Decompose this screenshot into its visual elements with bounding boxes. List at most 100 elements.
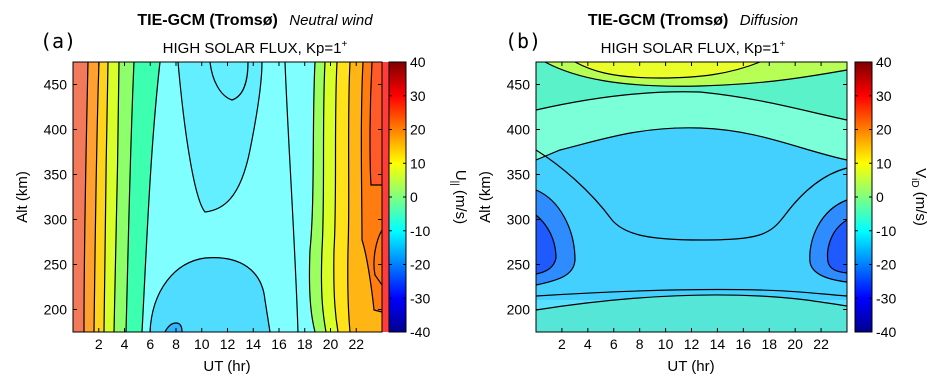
x-tick-label: 6 — [146, 336, 154, 352]
contour-fill — [536, 294, 847, 332]
colorbar-tick-label: -10 — [876, 223, 896, 239]
contour-fill — [827, 220, 847, 273]
panel-b-colorbar-ticks: -40 -30 -20 -10 0 10 20 30 40 — [855, 54, 896, 340]
contour-fill — [114, 62, 134, 332]
panel-b-title-main: TIE-GCM (Tromsø) — [588, 12, 728, 29]
colorbar-tick-label: 10 — [410, 155, 426, 171]
x-tick-label: 10 — [658, 336, 674, 352]
panel-b-letter: (b) — [505, 29, 541, 53]
x-tick-label: 2 — [558, 336, 566, 352]
colorbar-tick-label: 40 — [876, 54, 892, 70]
y-tick-label: 300 — [44, 212, 68, 228]
x-tick-label: 2 — [95, 336, 103, 352]
colorbar-tick-label: 20 — [876, 122, 892, 138]
x-tick-label: 22 — [348, 336, 364, 352]
panel-a-x-ticks: 2 4 6 8 10 12 14 16 18 20 22 — [95, 62, 364, 352]
y-tick-label: 200 — [44, 302, 68, 318]
x-tick-label: 4 — [121, 336, 129, 352]
x-tick-label: 16 — [271, 336, 287, 352]
x-tick-label: 4 — [584, 336, 592, 352]
x-tick-label: 10 — [194, 336, 210, 352]
panel-a-contours — [73, 61, 395, 333]
x-tick-label: 18 — [297, 336, 313, 352]
panel-a-ylabel: Alt (km) — [14, 171, 31, 223]
panel-b-title: TIE-GCM (Tromsø) Diffusion — [588, 12, 798, 29]
panel-b-colorbar-label-sub: iD — [909, 178, 920, 187]
y-tick-label: 350 — [507, 167, 531, 183]
colorbar-tick-label: 10 — [876, 155, 892, 171]
contour-line — [535, 288, 848, 297]
contour-line — [93, 61, 100, 333]
panel-b-subtitle-main: HIGH SOLAR FLUX, Kp=1 — [601, 40, 780, 57]
colorbar-tick-label: 40 — [410, 54, 426, 70]
colorbar-tick-label: 30 — [876, 88, 892, 104]
panel-b-colorbar-label: ViD (m/s) — [909, 168, 929, 226]
panel-b-contours — [535, 61, 848, 332]
colorbar-tick-label: 0 — [876, 189, 884, 205]
colorbar-tick-label: 0 — [410, 189, 418, 205]
x-tick-label: 20 — [787, 336, 803, 352]
contour-line — [809, 199, 848, 283]
x-tick-label: 22 — [813, 336, 829, 352]
y-tick-label: 250 — [507, 257, 531, 273]
contour-line — [125, 61, 135, 333]
contour-line — [209, 61, 249, 101]
panel-a-title-suffix: Neutral wind — [289, 12, 373, 29]
contour-line — [284, 61, 299, 333]
x-tick-label: 14 — [245, 336, 261, 352]
colorbar-tick-label: -20 — [876, 257, 896, 273]
y-tick-label: 300 — [507, 212, 531, 228]
panel-a: (a) TIE-GCM (Tromsø) Neutral wind HIGH S… — [14, 12, 469, 375]
panel-a-colorbar-label: U|| (m/s) — [449, 170, 469, 224]
panel-a-subtitle: HIGH SOLAR FLUX, Kp=1+ — [163, 39, 348, 57]
colorbar-tick-label: -40 — [876, 324, 896, 340]
colorbar-tick-label: 20 — [410, 122, 426, 138]
contour-fill — [536, 91, 847, 160]
contour-fill — [126, 62, 160, 332]
contour-line — [308, 61, 316, 333]
contour-fill — [536, 215, 556, 274]
panel-b-subtitle: HIGH SOLAR FLUX, Kp=1+ — [601, 39, 786, 57]
y-tick-label: 200 — [507, 302, 531, 318]
contour-line — [149, 257, 271, 333]
panel-a-colorbar-label-main: U — [452, 170, 469, 181]
x-tick-label: 12 — [220, 336, 236, 352]
y-tick-label: 250 — [44, 257, 68, 273]
panel-a-y-ticks: 200 250 300 350 400 450 — [44, 77, 382, 318]
contour-line — [373, 229, 383, 286]
contour-line — [103, 61, 109, 333]
panel-b-x-ticks: 2 4 6 8 10 12 14 16 18 20 22 — [558, 62, 829, 352]
y-tick-label: 450 — [507, 77, 531, 93]
contour-line — [360, 61, 383, 313]
colorbar-tick-label: -10 — [410, 223, 430, 239]
panel-b-colorbar-label-main: V — [912, 168, 929, 178]
x-tick-label: 8 — [172, 336, 180, 352]
colorbar-tick-label: 30 — [410, 88, 426, 104]
contour-line — [826, 219, 848, 274]
contour-line — [164, 322, 183, 333]
colorbar-tick-label: -30 — [876, 290, 896, 306]
contour-line — [535, 214, 557, 275]
colorbar-tick-label: -20 — [410, 257, 430, 273]
x-tick-label: 18 — [761, 336, 777, 352]
contour-line — [369, 61, 382, 186]
colorbar-tick-label: -40 — [410, 324, 430, 340]
panel-a-subtitle-main: HIGH SOLAR FLUX, Kp=1 — [163, 40, 342, 57]
contour-fill — [84, 62, 99, 332]
contour-fill — [150, 257, 270, 332]
contour-line — [347, 61, 351, 333]
y-tick-label: 400 — [44, 122, 68, 138]
contour-line — [544, 61, 848, 87]
contour-line — [333, 61, 339, 333]
panel-a-title: TIE-GCM (Tromsø) Neutral wind — [137, 12, 373, 29]
panel-b-y-ticks: 200 250 300 350 400 450 — [507, 77, 847, 318]
contour-line — [141, 61, 161, 333]
contour-line — [535, 189, 576, 286]
panel-b-title-suffix: Diffusion — [740, 12, 798, 29]
colorbar-tick-label: -30 — [410, 290, 430, 306]
x-tick-label: 16 — [736, 336, 752, 352]
x-tick-label: 8 — [636, 336, 644, 352]
x-tick-label: 6 — [610, 336, 618, 352]
panel-a-subtitle-sup: + — [341, 39, 347, 50]
